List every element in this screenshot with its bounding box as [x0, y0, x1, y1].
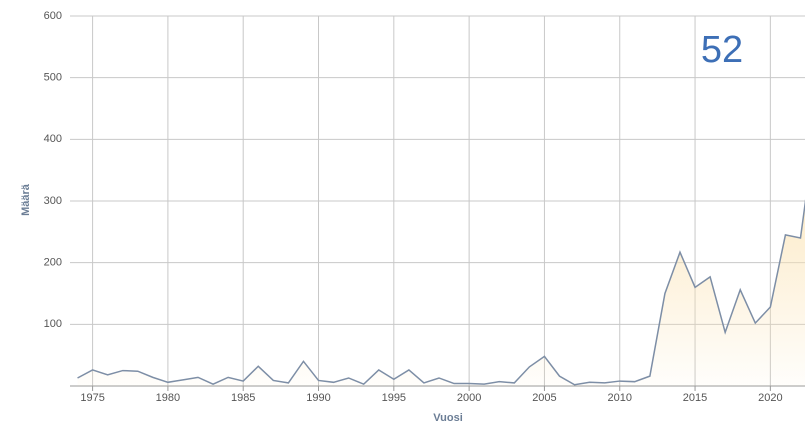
x-tick-label: 1985 [231, 392, 255, 404]
x-tick-label: 1990 [306, 392, 330, 404]
area [77, 204, 805, 386]
y-tick-label: 200 [44, 257, 62, 269]
y-tick-label: 100 [44, 318, 62, 330]
x-tick-label: 2005 [532, 392, 556, 404]
x-tick-label: 2020 [758, 392, 782, 404]
x-tick-label: 2000 [457, 392, 481, 404]
line [77, 199, 805, 386]
y-tick-label: 600 [44, 10, 62, 22]
y-tick-label: 300 [44, 195, 62, 207]
y-axis-title: Määrä [20, 183, 32, 216]
y-tick-label: 500 [44, 72, 62, 84]
x-axis-title: Vuosi [433, 412, 463, 424]
annotation: 52 [701, 29, 743, 71]
x-tick-label: 1975 [80, 392, 104, 404]
x-tick-label: 2010 [608, 392, 632, 404]
x-tick-label: 1980 [156, 392, 180, 404]
x-tick-label: 1995 [382, 392, 406, 404]
x-tick-label: 2015 [683, 392, 707, 404]
y-tick-label: 400 [44, 133, 62, 145]
